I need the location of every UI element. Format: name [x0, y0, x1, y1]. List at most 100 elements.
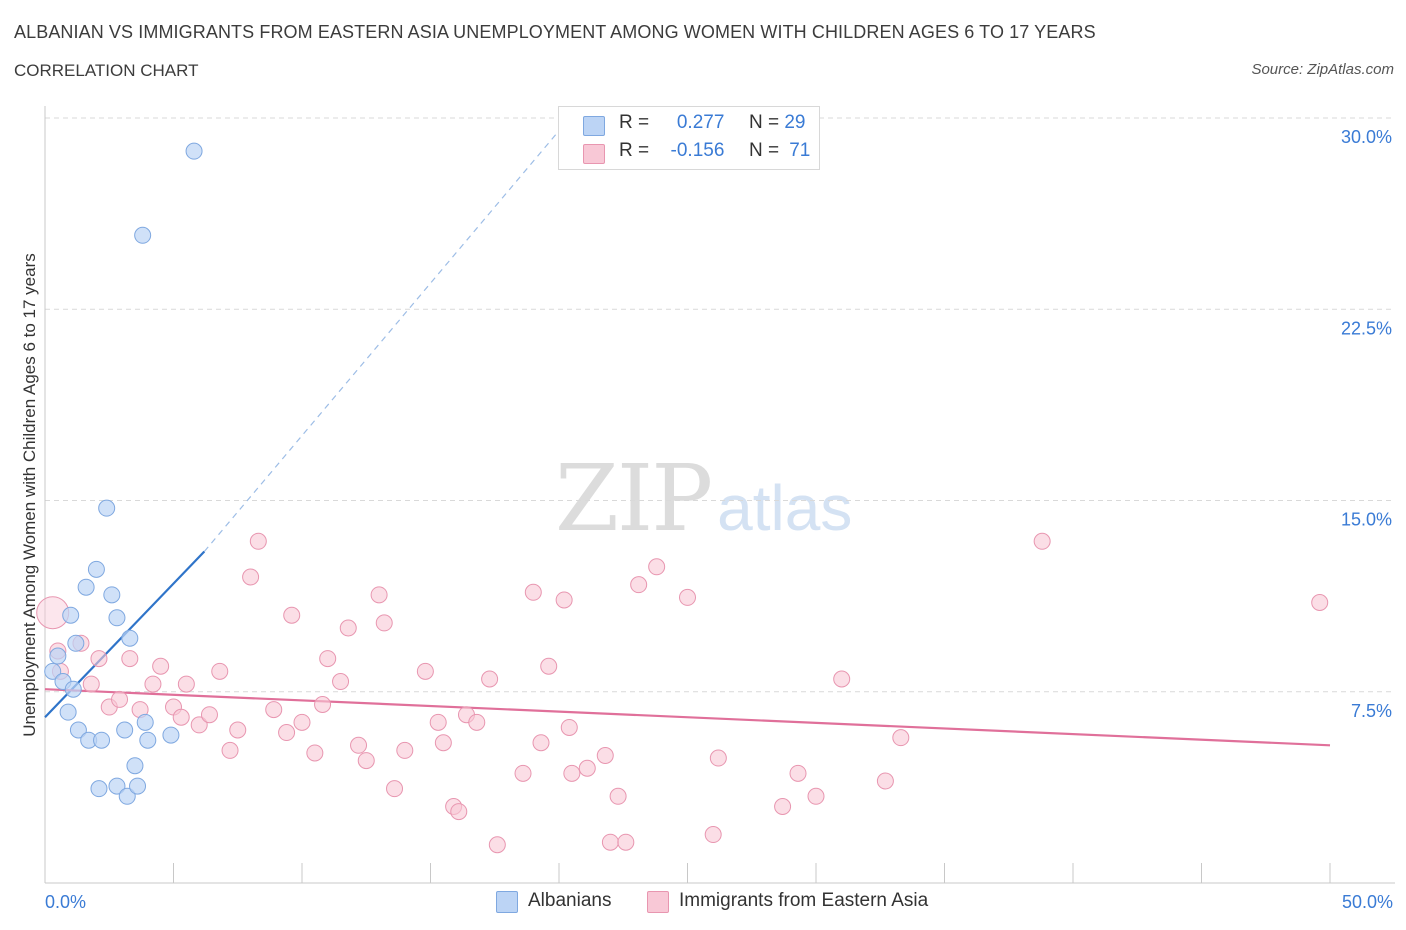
immigrants-point-21: [249, 532, 267, 550]
immigrants-point-52: [563, 764, 581, 782]
immigrants-point-7: [111, 690, 129, 708]
albanians-point-7: [59, 703, 77, 721]
immigrants-point-8: [121, 650, 139, 668]
y-tick-label-1: 15.0%: [1341, 510, 1392, 530]
immigrants-point-59: [648, 558, 666, 576]
immigrants-point-66: [833, 670, 851, 688]
immigrants-point-16: [200, 706, 218, 724]
immigrants-point-58: [630, 576, 648, 594]
immigrants-point-19: [229, 721, 247, 739]
albanians-point-4: [64, 680, 82, 698]
y-tick-label-2: 22.5%: [1341, 318, 1392, 338]
immigrants-point-25: [293, 713, 311, 731]
albanians-r-value: 0.277: [676, 112, 725, 133]
immigrants-legend-swatch: [647, 891, 669, 913]
albanians-point-6: [69, 721, 87, 739]
immigrants-point-20: [242, 568, 260, 586]
immigrants-point-39: [434, 734, 452, 752]
immigrants-point-49: [540, 657, 558, 675]
albanians-point-11: [93, 731, 111, 749]
axes: [44, 106, 1395, 884]
immigrants-point-55: [601, 833, 619, 851]
immigrants-point-28: [319, 650, 337, 668]
albanians-point-5: [67, 634, 85, 652]
immigrants-point-18: [221, 741, 239, 759]
albanians-point-16: [116, 721, 134, 739]
y-tick-label-3: 30.0%: [1341, 127, 1392, 147]
immigrants-n-value: 71: [789, 140, 811, 161]
r-label: R =: [619, 112, 650, 133]
immigrants-point-45: [488, 836, 506, 854]
tick-labels: 7.5% 15.0% 22.5% 30.0% 0.0% 50.0%: [45, 127, 1393, 912]
immigrants-point-48: [532, 734, 550, 752]
immigrants-point-36: [396, 741, 414, 759]
albanians-trend-extension: [203, 130, 560, 552]
correlation-legend: R = 0.277 N = 29 R = -0.156 N = 71: [558, 106, 820, 170]
albanians-point-22: [139, 731, 157, 749]
albanians-point-0: [44, 662, 62, 680]
albanians-point-14: [108, 609, 126, 627]
x-tick-label-1: 50.0%: [1342, 892, 1393, 912]
n-label: N =: [748, 140, 780, 161]
immigrants-r-value: -0.156: [670, 140, 725, 161]
y-tick-label-0: 7.5%: [1351, 701, 1392, 721]
immigrants-trend-line: [44, 688, 1331, 747]
immigrants-point-23: [278, 724, 296, 742]
immigrants-point-57: [617, 833, 635, 851]
immigrants-point-27: [314, 696, 332, 713]
immigrants-point-31: [350, 736, 368, 754]
albanians-point-3: [62, 606, 80, 624]
immigrants-point-63: [774, 798, 792, 815]
immigrants-point-46: [514, 764, 532, 782]
albanians-swatch: [583, 116, 605, 136]
data-points: [36, 142, 1329, 854]
immigrants-point-33: [370, 586, 388, 604]
albanians-n-value: 29: [784, 112, 806, 133]
albanians-point-13: [103, 586, 121, 604]
immigrants-point-34: [375, 614, 393, 632]
immigrants-point-67: [876, 772, 894, 790]
x-tick-label-0: 0.0%: [45, 892, 86, 912]
albanians-point-17: [118, 787, 136, 805]
r-label: R =: [619, 140, 650, 161]
immigrants-point-51: [560, 718, 578, 736]
albanians-point-1: [49, 647, 67, 665]
immigrants-point-38: [429, 713, 447, 731]
immigrants-point-41: [450, 803, 468, 821]
immigrants-point-56: [609, 787, 627, 805]
immigrants-point-69: [1033, 532, 1051, 550]
immigrants-point-70: [1311, 594, 1329, 611]
immigrants-point-35: [386, 780, 404, 798]
albanians-point-19: [126, 757, 144, 775]
immigrants-point-37: [416, 662, 434, 680]
immigrants-point-60: [679, 588, 696, 606]
albanians-point-18: [121, 629, 139, 647]
immigrants-point-47: [524, 583, 542, 601]
trend-lines: [44, 130, 1331, 747]
y-axis-label: Unemployment Among Women with Children A…: [20, 253, 39, 737]
immigrants-point-61: [704, 826, 722, 844]
albanians-point-23: [162, 726, 180, 744]
immigrants-point-4: [82, 675, 100, 693]
immigrants-legend-label: Immigrants from Eastern Asia: [679, 890, 929, 911]
n-label: N =: [748, 112, 780, 133]
immigrants-point-26: [306, 744, 324, 762]
immigrants-point-24: [283, 606, 301, 624]
immigrants-point-29: [332, 673, 350, 691]
source-credit: Source: ZipAtlas.com: [1251, 61, 1394, 78]
immigrants-point-65: [807, 787, 825, 805]
immigrants-point-54: [596, 747, 614, 764]
immigrants-point-11: [152, 657, 170, 675]
chart-subtitle: CORRELATION CHART: [14, 61, 199, 80]
albanians-point-20: [129, 777, 147, 795]
immigrants-point-10: [144, 675, 162, 693]
immigrants-point-22: [265, 701, 283, 719]
immigrants-point-62: [709, 749, 727, 767]
albanians-point-25: [134, 226, 152, 244]
immigrants-point-43: [468, 713, 486, 731]
immigrants-point-68: [892, 729, 910, 747]
immigrants-point-13: [172, 708, 190, 726]
immigrants-swatch: [583, 144, 605, 164]
albanians-point-12: [90, 780, 108, 798]
